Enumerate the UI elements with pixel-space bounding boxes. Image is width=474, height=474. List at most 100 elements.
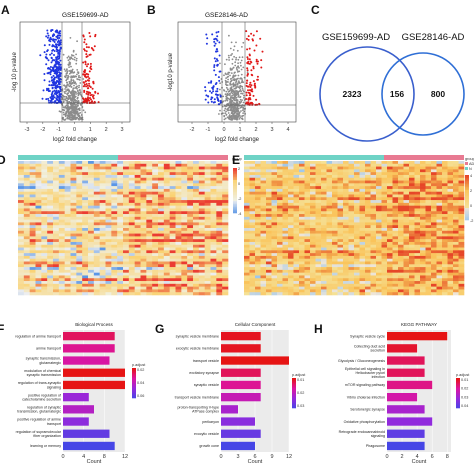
heatmap-cell [146,269,153,273]
heatmap-cell [146,239,153,243]
volcano-point-up [258,102,261,105]
heatmap-cell [23,186,30,190]
heatmap-cell [123,275,130,279]
heatmap-cell [64,211,71,215]
heatmap-cell [152,230,159,234]
heatmap-cell [271,216,278,220]
heatmap-cell [29,233,36,237]
heatmap-cell [47,239,54,243]
heatmap-cell [128,202,135,206]
heatmap-cell [210,177,217,181]
heatmap-cell [282,258,289,262]
heatmap-cell [175,267,182,271]
heatmap-cell [123,191,130,195]
heatmap-cell [277,177,283,181]
heatmap-cell [117,225,124,229]
heatmap-cell [458,214,465,218]
volcano-point-up [83,83,86,86]
heatmap-cell [210,169,217,173]
heatmap-cell [431,247,437,251]
heatmap-cell [88,230,95,234]
heatmap-cell [337,161,344,165]
heatmap-cell [64,202,71,206]
heatmap-cell [99,281,106,285]
heatmap-cell [260,194,267,198]
heatmap-cell [210,225,217,229]
colorbar-step [233,199,237,202]
heatmap-cell [315,216,322,220]
heatmap-cell [458,180,465,184]
volcano-point-ns [241,80,244,83]
volcano-point-down [217,98,220,101]
heatmap-cell [310,166,316,170]
volcano-point-ns [70,76,72,79]
heatmap-cell [222,194,229,198]
volcano-point-ns [62,111,65,114]
heatmap-cell [181,183,188,187]
volcano-point-ns [239,77,242,80]
heatmap-cell [29,247,36,251]
heatmap-cell [288,186,294,190]
heatmap-cell [315,172,322,176]
volcano-point-up [85,85,88,88]
heatmap-cell [332,250,338,254]
heatmap-cell [204,161,211,165]
heatmap-cell [381,169,388,173]
volcano-point-ns [227,78,230,81]
heatmap-cell [23,264,30,268]
volcano-point-ns [74,75,76,78]
volcano-point-down [55,29,58,32]
volcano-point-down [58,83,61,86]
heatmap-cell [41,222,48,226]
heatmap-cell [321,236,327,240]
heatmap-cell [158,194,165,198]
heatmap-cell [343,200,349,204]
heatmap-cell [315,255,322,260]
heatmap-cell [53,275,60,279]
heatmap-cell [365,244,371,248]
heatmap-cell [222,275,229,279]
heatmap-cell [216,239,223,243]
heatmap-cell [93,250,100,254]
volcano-point-down [49,71,52,74]
heatmap-cell [18,191,25,195]
heatmap-cell [152,241,159,246]
heatmap-cell [23,188,30,193]
heatmap-cell [409,244,415,248]
heatmap-cell [123,177,130,181]
heatmap-cell [175,278,182,282]
heatmap-cell [420,258,426,262]
xtick-label: -2 [40,127,45,133]
volcano-point-up [83,38,86,41]
volcano-point-ns [225,58,228,61]
heatmap-cell [41,177,48,181]
heatmap-cell [204,169,211,173]
colorbar-step [233,177,237,179]
heatmap-cell [392,194,399,198]
heatmap-cell [260,208,267,212]
volcano-point-ns [62,98,65,101]
heatmap-cell [175,174,182,179]
heatmap-cell [431,172,437,176]
heatmap-cell [332,180,338,184]
heatmap-cell [23,233,30,237]
volcano-point-down [53,96,56,99]
heatmap-cell [146,161,153,165]
heatmap-cell [134,267,141,271]
heatmap-cell [47,281,54,285]
heatmap-cell [277,261,283,265]
volcano-point-down [215,38,218,41]
volcano-point-down [213,40,216,43]
heatmap-cell [222,269,229,273]
heatmap-cell [348,188,355,193]
heatmap-cell [41,194,48,198]
volcano-point-down [46,57,49,60]
heatmap-cell [175,255,182,260]
heatmap-cell [169,202,176,206]
heatmap-cell [409,255,415,260]
heatmap-cell [128,253,135,257]
heatmap-cell [343,161,349,165]
volcano-point-down [58,86,61,89]
heatmap-cell [58,202,65,206]
heatmap-cell [41,211,48,215]
